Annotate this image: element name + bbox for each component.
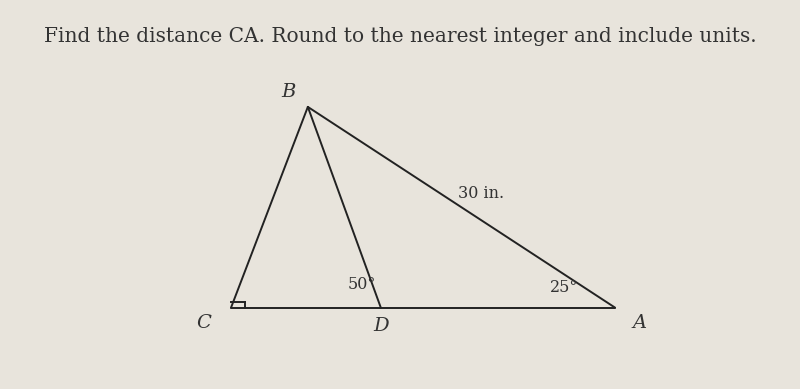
Text: C: C [197,314,211,332]
Text: 25°: 25° [550,279,578,296]
Text: 50°: 50° [348,275,376,293]
Text: Find the distance CA. Round to the nearest integer and include units.: Find the distance CA. Round to the neare… [44,27,756,46]
Text: D: D [373,317,389,335]
Text: 30 in.: 30 in. [458,186,504,202]
Text: B: B [282,83,296,101]
Text: A: A [633,314,646,332]
